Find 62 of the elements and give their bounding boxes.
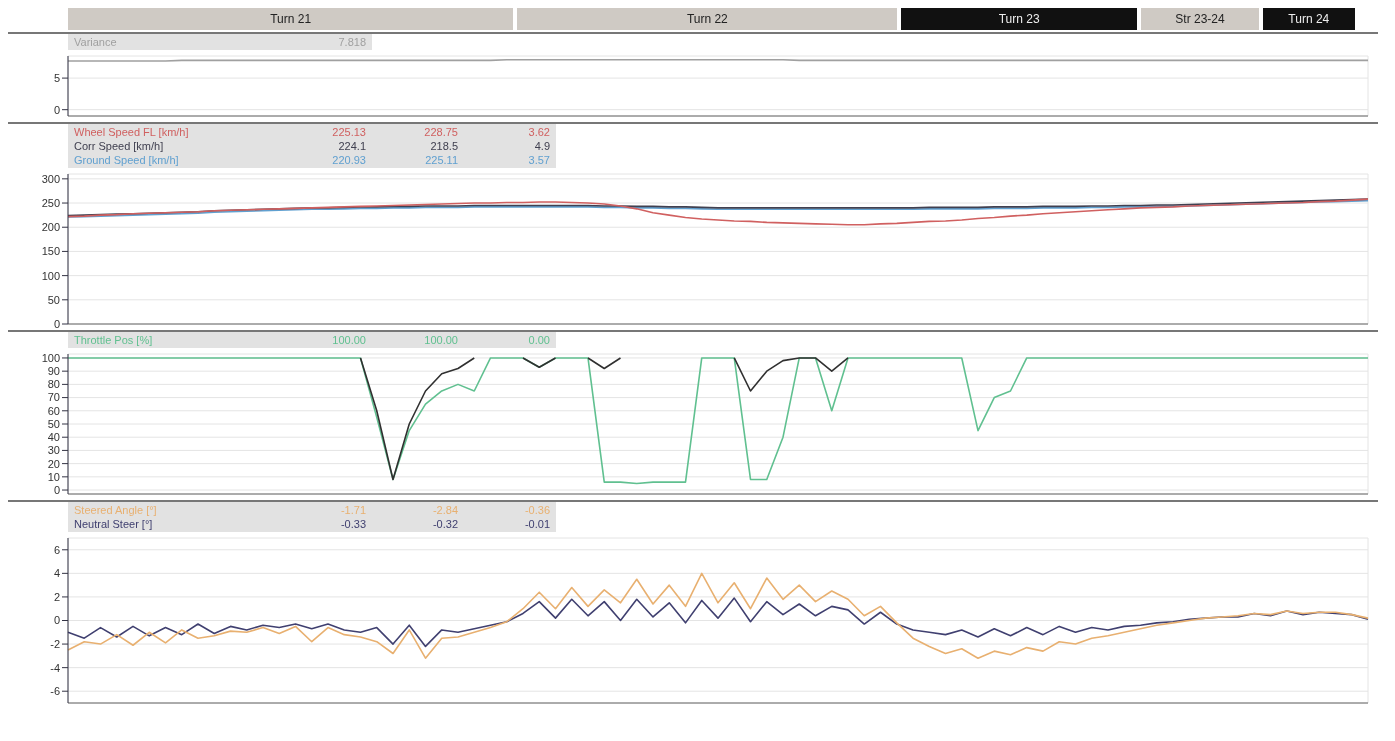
text: -0.33 [339, 517, 366, 531]
y-tick-label: 0 [53, 103, 60, 116]
text: Steered Angle [°] [74, 503, 158, 517]
text: 218.5 [429, 139, 458, 153]
y-tick-label: 40 [47, 431, 60, 444]
y-tick-label: 2 [53, 590, 60, 603]
y-tick-label: 200 [41, 221, 60, 234]
y-tick-label: 0 [53, 614, 60, 627]
y-tick-label: 100 [41, 351, 60, 364]
text: -0.36 [523, 503, 550, 517]
y-tick-label: 150 [41, 245, 60, 258]
y-tick-label: 0 [53, 483, 60, 496]
series-label: Variance [74, 35, 118, 49]
text: 228.75 [423, 125, 458, 139]
text: 100.00 [423, 333, 458, 347]
text: -0.01 [523, 517, 550, 531]
text: -2.84 [431, 503, 458, 517]
text: Turn 23 [901, 8, 1138, 30]
y-tick-label: 90 [47, 365, 60, 378]
y-tick-label: 50 [47, 293, 60, 306]
y-tick-label: 50 [47, 417, 60, 430]
line-series [67, 357, 1369, 485]
line-series [67, 597, 1369, 648]
y-tick-label: 10 [47, 470, 60, 483]
y-tick-label: 70 [47, 391, 60, 404]
text: Corr Speed [km/h] [74, 139, 165, 153]
y-tick-label: 100 [41, 269, 60, 282]
y-tick-label: 60 [47, 404, 60, 417]
text: 100.00 [331, 333, 366, 347]
text: 225.11 [424, 153, 458, 167]
y-tick-label: -2 [50, 637, 60, 650]
text: 4.9 [533, 139, 550, 153]
text: 220.93 [331, 153, 366, 167]
line-series [67, 198, 1369, 226]
y-tick-label: 80 [47, 378, 60, 391]
y-tick-label: -6 [50, 685, 60, 698]
text: Wheel Speed FL [km/h] [74, 125, 190, 139]
y-tick-label: 20 [47, 457, 60, 470]
text: 3.62 [527, 125, 550, 139]
text: -1.71 [339, 503, 366, 517]
text: -0.32 [431, 517, 458, 531]
text: Turn 22 [517, 8, 898, 30]
text: 3.57 [527, 153, 550, 167]
text: 224.1 [337, 139, 366, 153]
text: 225.13 [331, 125, 366, 139]
y-tick-label: 250 [41, 196, 60, 209]
y-tick-label: 4 [53, 567, 60, 580]
text: Turn 21 [68, 8, 514, 30]
y-tick-label: -4 [50, 661, 60, 674]
y-tick-label: 5 [53, 72, 60, 85]
y-tick-label: 6 [53, 543, 60, 556]
text: Neutral Steer [°] [74, 517, 154, 531]
line-series [67, 572, 1369, 660]
text: Ground Speed [km/h] [74, 153, 180, 167]
y-tick-label: 300 [41, 172, 60, 185]
y-tick-label: 0 [53, 317, 60, 330]
y-tick-label: 30 [47, 444, 60, 457]
text: 7.818 [337, 35, 366, 49]
text: 0.00 [527, 333, 550, 347]
series-label: Throttle Pos [%] [74, 333, 154, 347]
text: Str 23-24 [1141, 8, 1259, 30]
text: Turn 24 [1262, 8, 1355, 30]
